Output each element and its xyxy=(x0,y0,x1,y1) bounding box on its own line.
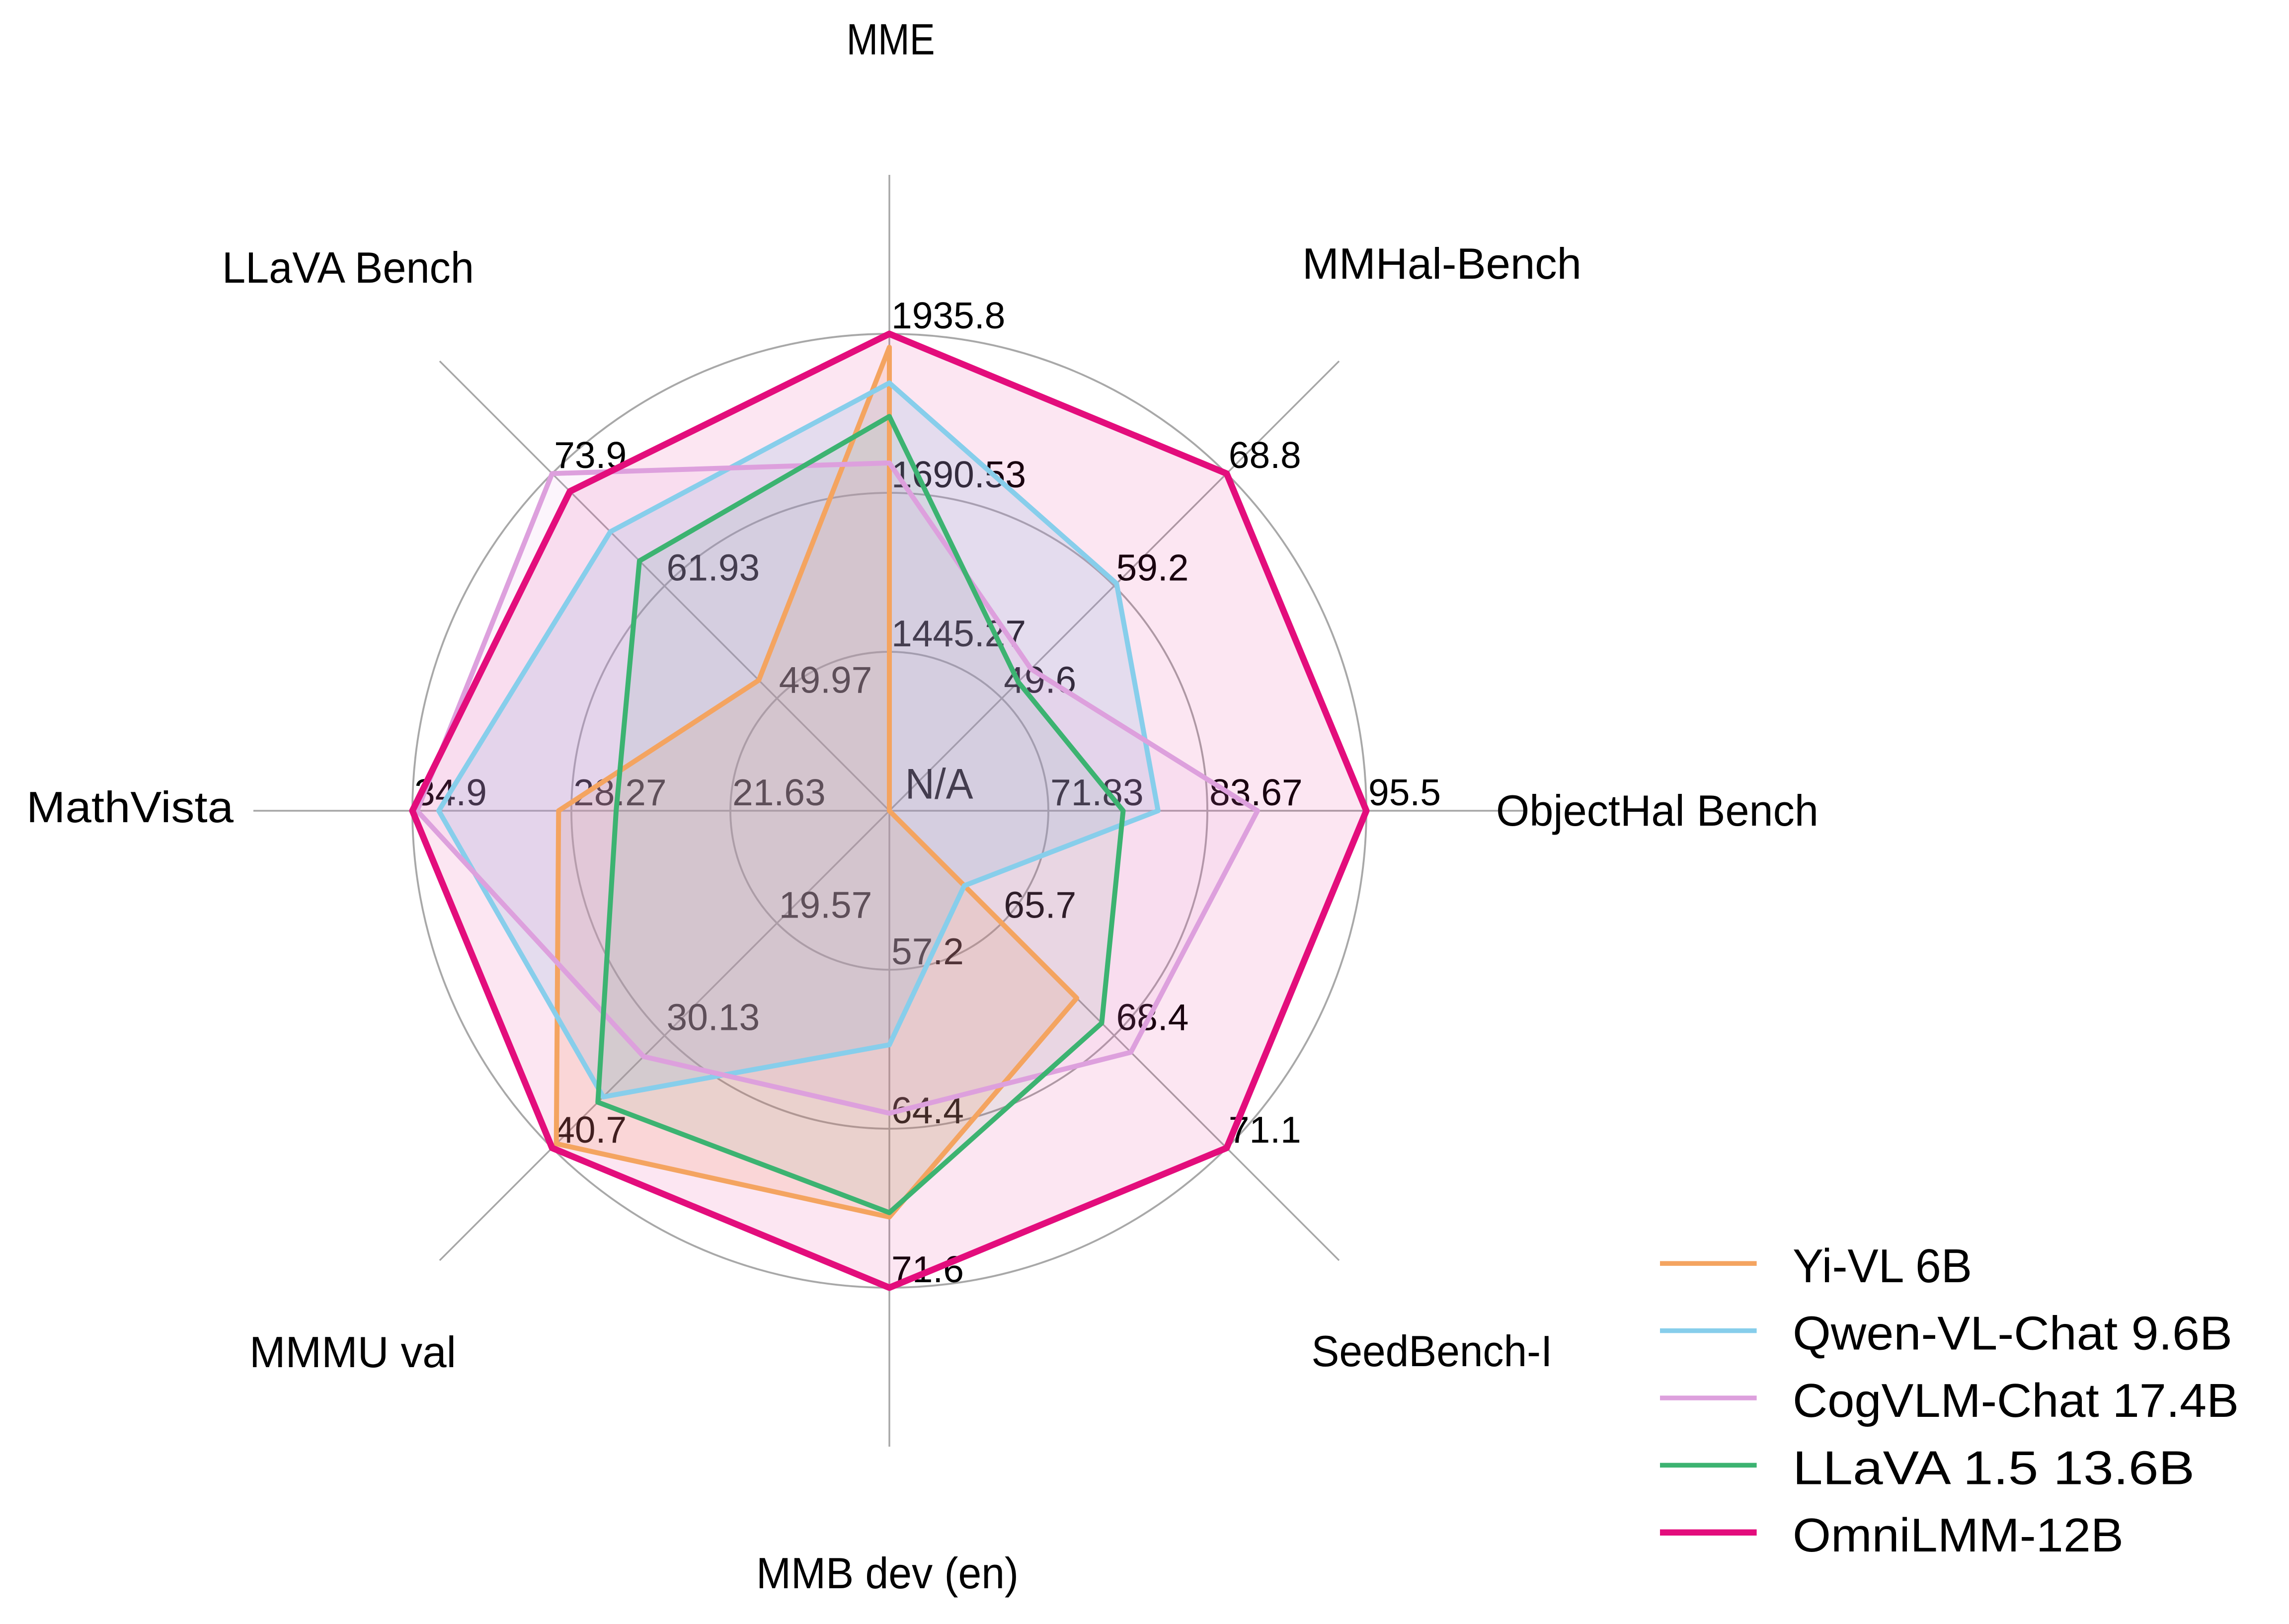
svg-text:19.57: 19.57 xyxy=(779,884,872,926)
svg-text:65.7: 65.7 xyxy=(1004,884,1076,926)
svg-text:95.5: 95.5 xyxy=(1368,772,1441,813)
svg-text:MME: MME xyxy=(847,15,935,64)
svg-text:Yi-VL 6B: Yi-VL 6B xyxy=(1793,1239,1972,1293)
svg-text:59.2: 59.2 xyxy=(1116,547,1189,589)
svg-text:MMHal-Bench: MMHal-Bench xyxy=(1302,239,1581,288)
svg-text:1690.53: 1690.53 xyxy=(891,454,1026,495)
svg-text:1935.8: 1935.8 xyxy=(891,295,1005,336)
svg-text:Qwen-VL-Chat 9.6B: Qwen-VL-Chat 9.6B xyxy=(1793,1307,2232,1360)
svg-text:N/A: N/A xyxy=(905,761,974,808)
svg-text:SeedBench-I: SeedBench-I xyxy=(1311,1326,1552,1376)
svg-text:LLaVA 1.5 13.6B: LLaVA 1.5 13.6B xyxy=(1793,1441,2195,1494)
svg-text:30.13: 30.13 xyxy=(667,997,760,1038)
svg-text:49.97: 49.97 xyxy=(779,659,872,701)
svg-text:MMMU val: MMMU val xyxy=(249,1327,456,1377)
svg-text:ObjectHal Bench: ObjectHal Bench xyxy=(1496,786,1818,835)
svg-text:21.63: 21.63 xyxy=(732,772,826,813)
svg-text:MMB dev (en): MMB dev (en) xyxy=(756,1548,1019,1598)
svg-text:MathVista: MathVista xyxy=(26,782,234,832)
svg-text:68.4: 68.4 xyxy=(1116,997,1189,1038)
svg-text:68.8: 68.8 xyxy=(1229,434,1301,476)
svg-text:61.93: 61.93 xyxy=(667,547,760,589)
svg-text:OmniLMM-12B: OmniLMM-12B xyxy=(1793,1509,2124,1562)
svg-text:LLaVA Bench: LLaVA Bench xyxy=(222,243,474,292)
svg-text:CogVLM-Chat 17.4B: CogVLM-Chat 17.4B xyxy=(1793,1374,2239,1427)
